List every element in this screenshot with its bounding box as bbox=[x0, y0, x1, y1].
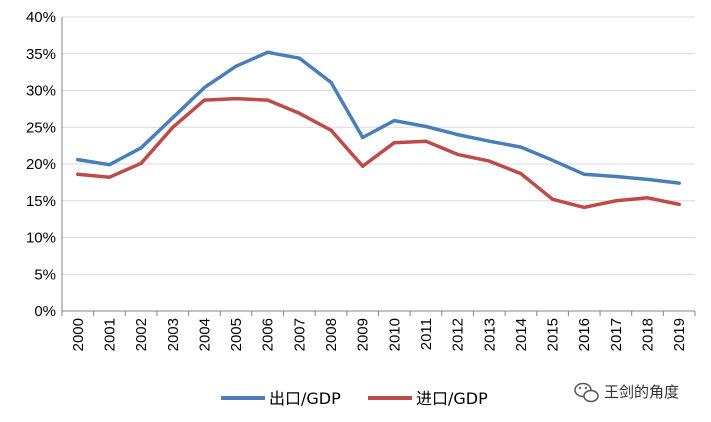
data-point bbox=[614, 199, 618, 203]
x-tick-label: 2007 bbox=[291, 318, 308, 351]
data-point bbox=[645, 196, 650, 200]
y-tick-label: 20% bbox=[26, 156, 56, 173]
data-point bbox=[519, 145, 523, 149]
x-tick-label: 2001 bbox=[101, 318, 118, 351]
data-point bbox=[677, 181, 681, 185]
data-point bbox=[107, 175, 112, 179]
data-point bbox=[550, 158, 555, 162]
data-point bbox=[234, 96, 238, 101]
x-tick-label: 2015 bbox=[545, 318, 562, 351]
x-tick-label: 2014 bbox=[513, 318, 530, 351]
data-point bbox=[202, 85, 207, 90]
data-point bbox=[202, 98, 207, 102]
data-point bbox=[297, 56, 301, 60]
wechat-icon bbox=[574, 382, 599, 403]
x-tick-label: 2018 bbox=[640, 318, 657, 351]
x-tick-label: 2010 bbox=[386, 318, 403, 351]
data-point bbox=[266, 50, 270, 54]
data-point bbox=[329, 80, 333, 85]
y-tick-label: 30% bbox=[26, 83, 56, 100]
data-point bbox=[171, 116, 175, 120]
y-axis: 0% 5% 10% 15% 20% 25% 30% 35% 40% bbox=[26, 9, 63, 320]
legend: 出口/GDP 进口/GDP bbox=[221, 389, 488, 408]
series-line-0 bbox=[76, 50, 681, 185]
data-point bbox=[582, 205, 586, 209]
x-tick-label: 2013 bbox=[481, 318, 498, 351]
data-point bbox=[582, 172, 586, 176]
legend-label-import: 进口/GDP bbox=[416, 389, 488, 408]
series-line-1 bbox=[76, 96, 681, 210]
y-tick-label: 25% bbox=[26, 119, 56, 136]
data-point bbox=[645, 177, 650, 182]
y-tick-label: 40% bbox=[26, 9, 56, 26]
y-tick-label: 35% bbox=[26, 46, 56, 63]
data-point bbox=[297, 111, 301, 115]
y-tick-label: 0% bbox=[34, 303, 56, 320]
data-point bbox=[392, 141, 396, 145]
x-tick-label: 2006 bbox=[260, 318, 277, 351]
data-point bbox=[519, 171, 523, 176]
x-tick-label: 2004 bbox=[196, 318, 213, 351]
data-point bbox=[614, 174, 618, 179]
y-tick-label: 15% bbox=[26, 193, 56, 210]
watermark-text: 王剑的角度 bbox=[604, 383, 679, 401]
x-tick-label: 2005 bbox=[228, 318, 245, 351]
data-point bbox=[76, 172, 80, 176]
y-tick-label: 5% bbox=[34, 266, 56, 283]
data-point bbox=[171, 125, 175, 129]
x-tick-label: 2002 bbox=[133, 318, 150, 351]
data-point bbox=[266, 98, 270, 102]
legend-label-export: 出口/GDP bbox=[269, 389, 341, 408]
data-point bbox=[139, 161, 143, 165]
data-point bbox=[424, 139, 428, 143]
data-point bbox=[329, 128, 333, 132]
data-point bbox=[424, 124, 428, 129]
x-tick-label: 2000 bbox=[70, 318, 87, 351]
data-point bbox=[361, 135, 365, 140]
data-point bbox=[361, 164, 365, 168]
x-tick-label: 2011 bbox=[418, 318, 435, 350]
data-point bbox=[487, 159, 491, 163]
data-point bbox=[456, 133, 460, 137]
x-tick-label: 2012 bbox=[450, 318, 467, 351]
data-point bbox=[107, 163, 112, 167]
x-tick-label: 2017 bbox=[608, 318, 625, 351]
watermark: 王剑的角度 bbox=[574, 382, 679, 403]
data-point bbox=[76, 157, 80, 162]
data-point bbox=[487, 139, 491, 143]
x-tick-label: 2003 bbox=[165, 318, 182, 351]
data-point bbox=[234, 64, 238, 68]
x-tick-label: 2019 bbox=[671, 318, 688, 351]
x-axis: 2000 2001 2002 2003 2004 2005 2006 2007 2008 2009… bbox=[61, 310, 696, 351]
series-lines bbox=[76, 50, 681, 210]
y-tick-label: 10% bbox=[26, 230, 56, 247]
data-point bbox=[139, 146, 143, 150]
x-tick-label: 2009 bbox=[355, 318, 372, 351]
data-point bbox=[550, 197, 555, 201]
x-tick-label: 2008 bbox=[323, 318, 340, 351]
data-point bbox=[392, 119, 396, 123]
data-point bbox=[456, 152, 460, 157]
x-tick-label: 2016 bbox=[576, 318, 593, 351]
data-point bbox=[677, 202, 681, 207]
